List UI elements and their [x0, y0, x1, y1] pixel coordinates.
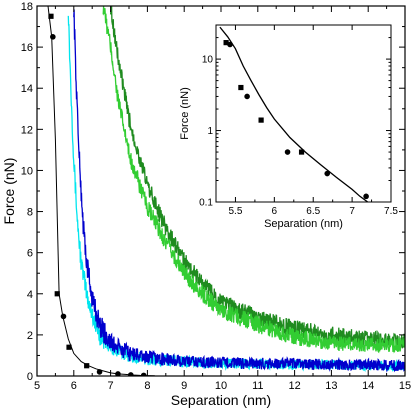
data-point-square — [84, 363, 90, 369]
main-x-tick-label: 10 — [215, 380, 227, 392]
data-point-square — [48, 13, 54, 19]
inset-y-axis-title: Force (nN) — [179, 87, 191, 140]
main-y-tick-label: 12 — [21, 124, 33, 136]
series-line-black-line-with-markers — [47, 6, 155, 376]
inset-data-point-circle — [227, 41, 233, 48]
main-x-tick-label: 7 — [108, 380, 114, 392]
data-point-circle — [50, 34, 56, 40]
main-y-tick-label: 10 — [21, 165, 33, 177]
main-x-tick-label: 13 — [325, 380, 337, 392]
inset-data-point-square — [298, 149, 305, 155]
inset-y-tick-label: 10 — [202, 55, 214, 66]
main-y-tick-label: 16 — [21, 42, 33, 54]
inset-fit-curve — [219, 26, 369, 202]
main-y-tick-label: 8 — [27, 207, 33, 219]
inset-x-axis-title: Separation (nm) — [264, 218, 343, 230]
inset-x-tick-label: 6.5 — [306, 206, 320, 217]
inset-x-tick-label: 5.5 — [228, 206, 242, 217]
main-y-tick-label: 14 — [21, 83, 33, 95]
inset-data-point-square — [223, 40, 229, 46]
main-x-axis-title: Separation (nm) — [171, 392, 271, 408]
main-y-tick-label: 4 — [27, 289, 33, 301]
main-x-tick-label: 14 — [362, 380, 374, 392]
series-line-light-green-noisy — [102, 6, 405, 354]
main-y-tick-label: 18 — [21, 1, 33, 13]
data-point-circle — [115, 371, 121, 376]
main-x-tick-label: 11 — [252, 380, 263, 392]
inset-x-tick-label: 7.5 — [384, 206, 398, 217]
inset-series-group — [219, 26, 369, 202]
inset-data-point-square — [238, 84, 244, 91]
data-point-circle — [96, 369, 103, 375]
main-x-tick-label: 5 — [34, 380, 40, 392]
inset-plot: 5.5 6 6.5 7 7.5 0.1 1 10 Separation (nm) Force … — [176, 19, 399, 238]
main-series-group — [47, 6, 405, 376]
inset-y-tick-label: 1 — [207, 126, 213, 137]
main-y-tick-label: 2 — [27, 330, 33, 342]
main-y-axis-title: Force (nN) — [1, 158, 17, 225]
inset-axes: 5.5 6 6.5 7 7.5 0.1 1 10 — [199, 24, 398, 217]
data-point-circle — [140, 372, 147, 376]
series-line-blue-noisy — [73, 9, 405, 373]
inset-data-point-circle — [284, 149, 291, 155]
main-x-tick-label: 6 — [71, 380, 77, 392]
inset-x-tick-label: 7 — [349, 206, 355, 217]
inset-plot-frame — [215, 24, 392, 203]
main-x-tick-label: 15 — [399, 380, 411, 392]
inset-data-point-circle — [244, 93, 250, 100]
inset-data-point-circle — [363, 193, 369, 200]
inset-x-tick-label: 6 — [272, 206, 278, 217]
inset-data-point-square — [258, 117, 264, 123]
data-point-square — [66, 344, 72, 350]
main-y-tick-label: 0 — [27, 371, 33, 383]
main-x-tick-label: 8 — [144, 380, 150, 392]
data-point-square — [54, 291, 60, 297]
inset-data-point-circle — [324, 170, 331, 177]
main-x-tick-label: 9 — [181, 380, 187, 392]
main-x-tick-label: 12 — [288, 380, 300, 392]
inset-y-tick-label: 0.1 — [199, 198, 213, 209]
data-point-circle — [60, 313, 67, 320]
main-y-tick-label: 6 — [27, 248, 33, 260]
